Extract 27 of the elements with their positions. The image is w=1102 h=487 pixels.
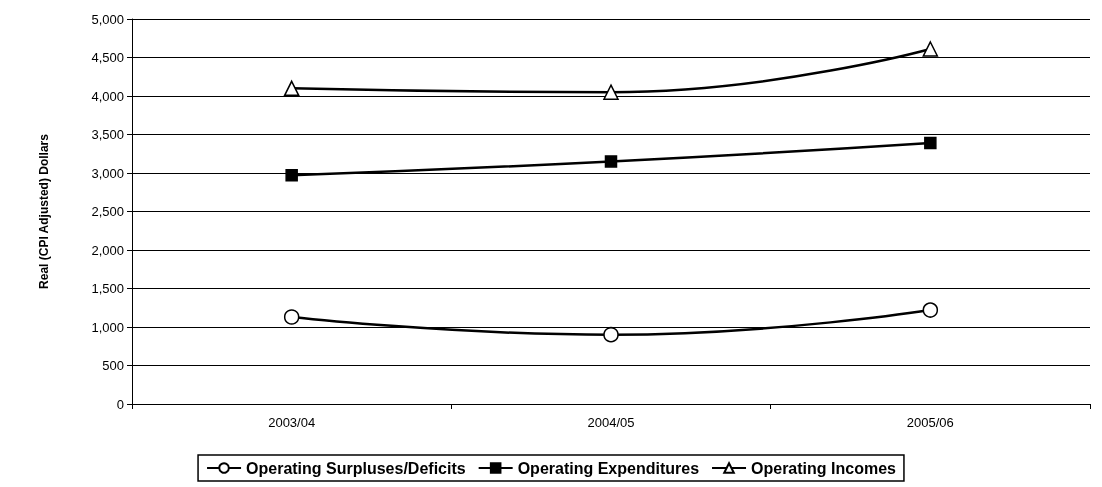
y-tick-label: 5,000 [91,11,124,27]
legend-label: Operating Expenditures [517,459,700,477]
point [283,80,300,97]
x-tick-label: 2003/04 [268,415,316,430]
x-tick-label: 2005/06 [906,415,954,430]
point [603,326,619,343]
point [283,309,300,325]
y-tick-label: 1,000 [91,319,124,335]
y-tick-label: 3,500 [91,127,124,142]
y-tick-label: 500 [102,358,124,373]
point [285,169,298,182]
y-tick-label: 2,500 [91,204,124,219]
y-tick-label: 3,000 [91,165,124,181]
point [604,155,618,168]
legend-label: Operating Incomes [751,459,897,477]
y-tick-label: 2,000 [91,242,124,258]
point [924,136,937,150]
y-tick-label: 1,500 [91,281,124,296]
point [922,302,939,318]
point [922,41,939,57]
point [603,84,619,100]
y-tick-label: 4,500 [91,50,124,65]
x-tick-label: 2004/05 [587,415,635,430]
legend-label: Operating Surpluses/Deficits [246,459,466,477]
y-axis-title: Real (CPI Adjusted) Dollars [37,133,51,289]
y-tick-label: 4,000 [91,88,124,104]
y-tick-label: 0 [116,396,124,412]
